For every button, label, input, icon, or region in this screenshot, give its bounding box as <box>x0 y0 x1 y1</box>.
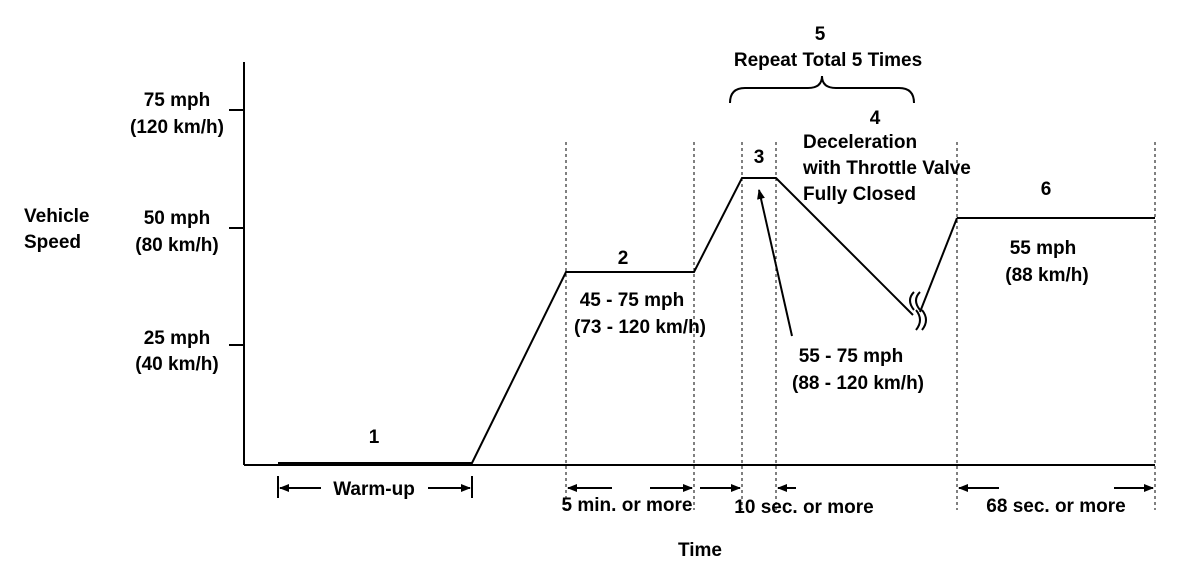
stage6-duration-label: 68 sec. or more <box>986 496 1125 517</box>
stage2-duration-label: 5 min. or more <box>562 495 693 516</box>
y-title-line2: Speed <box>24 232 81 253</box>
y-tick-label-75-mph: 75 mph <box>144 90 211 111</box>
stage-3-label: 3 <box>754 147 765 168</box>
stage3-speed-mph: 55 - 75 mph <box>799 346 904 367</box>
decel-line-3: Fully Closed <box>803 184 916 205</box>
stage-2-label: 2 <box>618 248 629 269</box>
speed-profile-recovery <box>919 217 958 313</box>
stage-1-label: 1 <box>369 427 380 448</box>
y-tick-label-50-mph: 50 mph <box>144 208 211 229</box>
repeat-label: Repeat Total 5 Times <box>734 50 922 71</box>
decel-line-2: with Throttle Valve <box>802 158 971 179</box>
stage2-speed-mph: 45 - 75 mph <box>580 290 685 311</box>
break-mark-icon <box>909 291 927 331</box>
stage3-pointer-arrow <box>757 189 793 337</box>
x-axis-title: Time <box>678 540 722 561</box>
stage3-duration-label: 10 sec. or more <box>734 497 873 518</box>
stage6-speed-mph: 55 mph <box>1010 238 1077 259</box>
y-tick-label-25-mph: 25 mph <box>144 328 211 349</box>
stage-4-label: 4 <box>870 108 881 129</box>
stage-6-label: 6 <box>1041 179 1052 200</box>
repeat-brace <box>729 75 915 104</box>
y-tick-label-25-kmh: (40 km/h) <box>135 354 218 375</box>
decel-line-1: Deceleration <box>803 132 917 153</box>
warmup-label: Warm-up <box>333 479 415 500</box>
stage2-speed-kmh: (73 - 120 km/h) <box>574 317 706 338</box>
stage-5-label: 5 <box>815 24 826 45</box>
y-title-line1: Vehicle <box>24 206 90 227</box>
y-tick-label-75-kmh: (120 km/h) <box>130 117 224 138</box>
stage3-speed-kmh: (88 - 120 km/h) <box>792 373 924 394</box>
y-tick-label-50-kmh: (80 km/h) <box>135 235 218 256</box>
speed-profile <box>278 177 914 464</box>
stage6-speed-kmh: (88 km/h) <box>1005 265 1088 286</box>
